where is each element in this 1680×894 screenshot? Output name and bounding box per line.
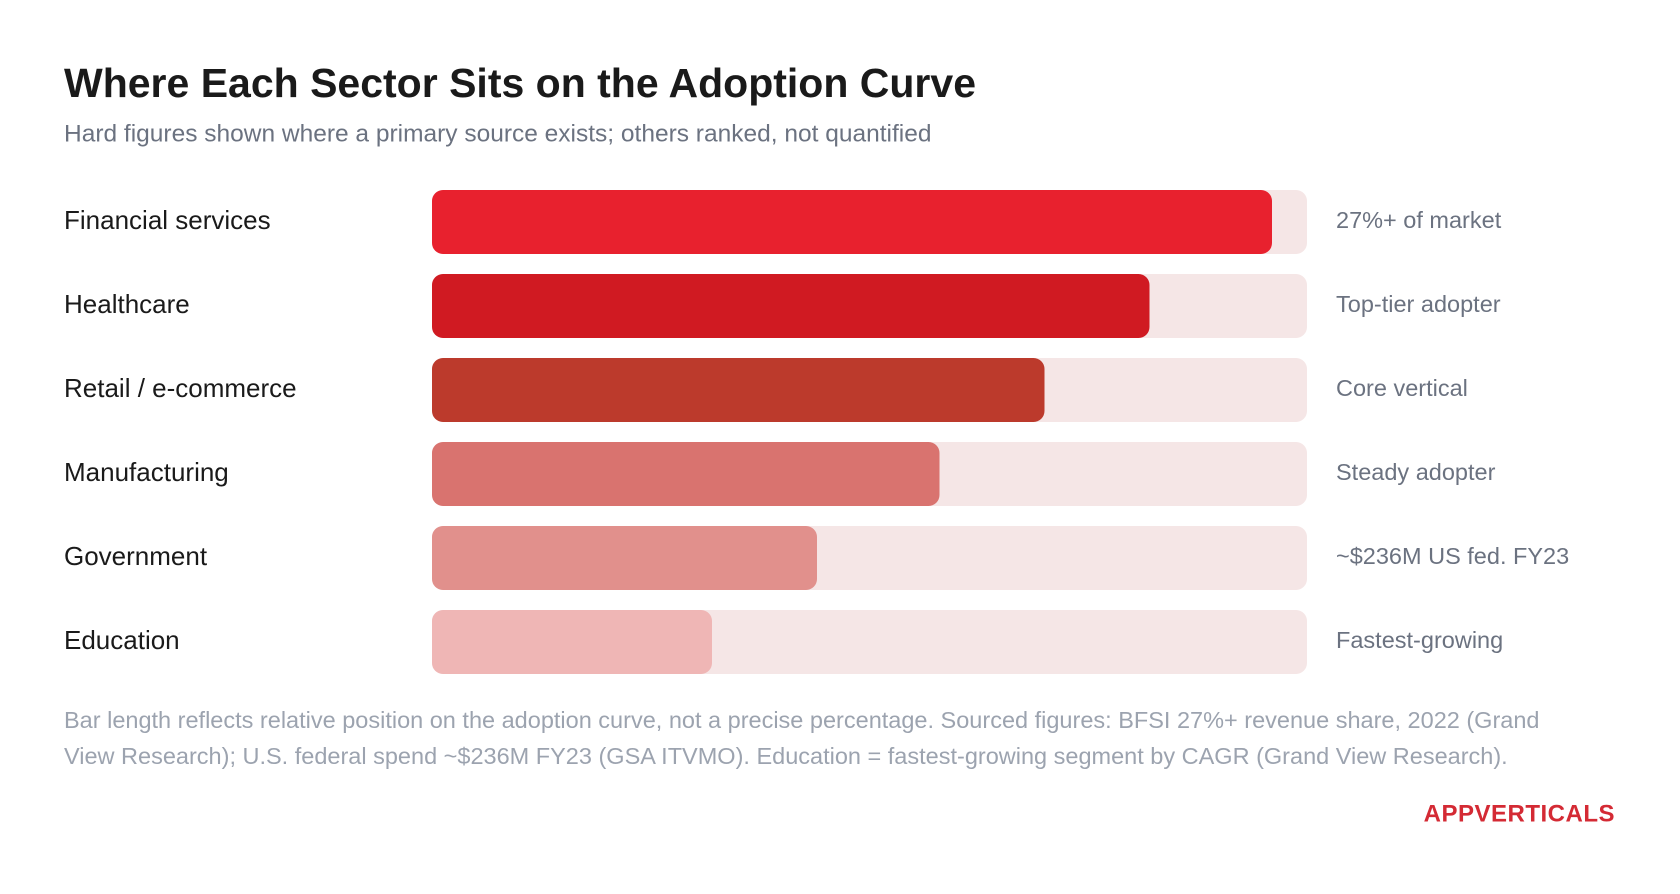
bar xyxy=(432,442,940,506)
annotation: Fastest-growing xyxy=(1336,627,1503,653)
annotation: Steady adopter xyxy=(1336,459,1496,485)
bar xyxy=(432,190,1272,254)
chart-title: Where Each Sector Sits on the Adoption C… xyxy=(64,60,976,106)
bar xyxy=(432,274,1150,338)
annotation: ~$236M US fed. FY23 xyxy=(1336,543,1569,569)
bar xyxy=(432,526,817,590)
category-label: Government xyxy=(64,541,208,571)
annotation: Core vertical xyxy=(1336,375,1468,401)
annotation: 27%+ of market xyxy=(1336,207,1502,233)
bar xyxy=(432,610,712,674)
category-label: Healthcare xyxy=(64,289,190,319)
bar xyxy=(432,358,1045,422)
category-label: Education xyxy=(64,625,180,655)
chart-subtitle: Hard figures shown where a primary sourc… xyxy=(64,120,931,147)
annotation: Top-tier adopter xyxy=(1336,291,1501,317)
brand: APPVERTICALS xyxy=(1424,800,1615,827)
category-label: Financial services xyxy=(64,205,271,235)
footnote: Bar length reflects relative position on… xyxy=(64,707,1540,769)
category-label: Retail / e-commerce xyxy=(64,373,297,403)
category-label: Manufacturing xyxy=(64,457,229,487)
